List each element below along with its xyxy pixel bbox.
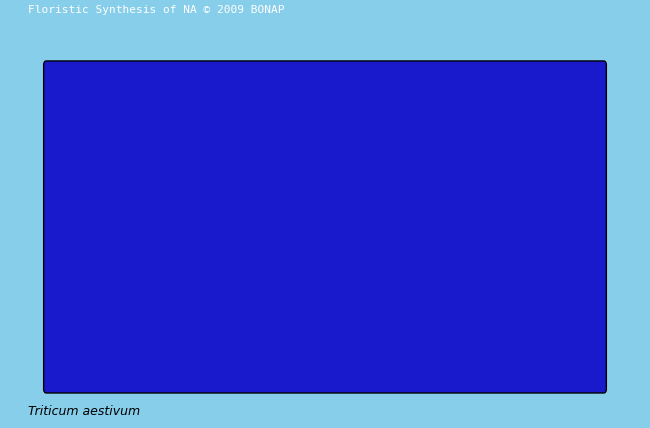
FancyBboxPatch shape — [44, 61, 606, 393]
Text: Triticum aestivum: Triticum aestivum — [28, 405, 140, 418]
Text: Floristic Synthesis of NA © 2009 BONAP: Floristic Synthesis of NA © 2009 BONAP — [28, 5, 284, 15]
